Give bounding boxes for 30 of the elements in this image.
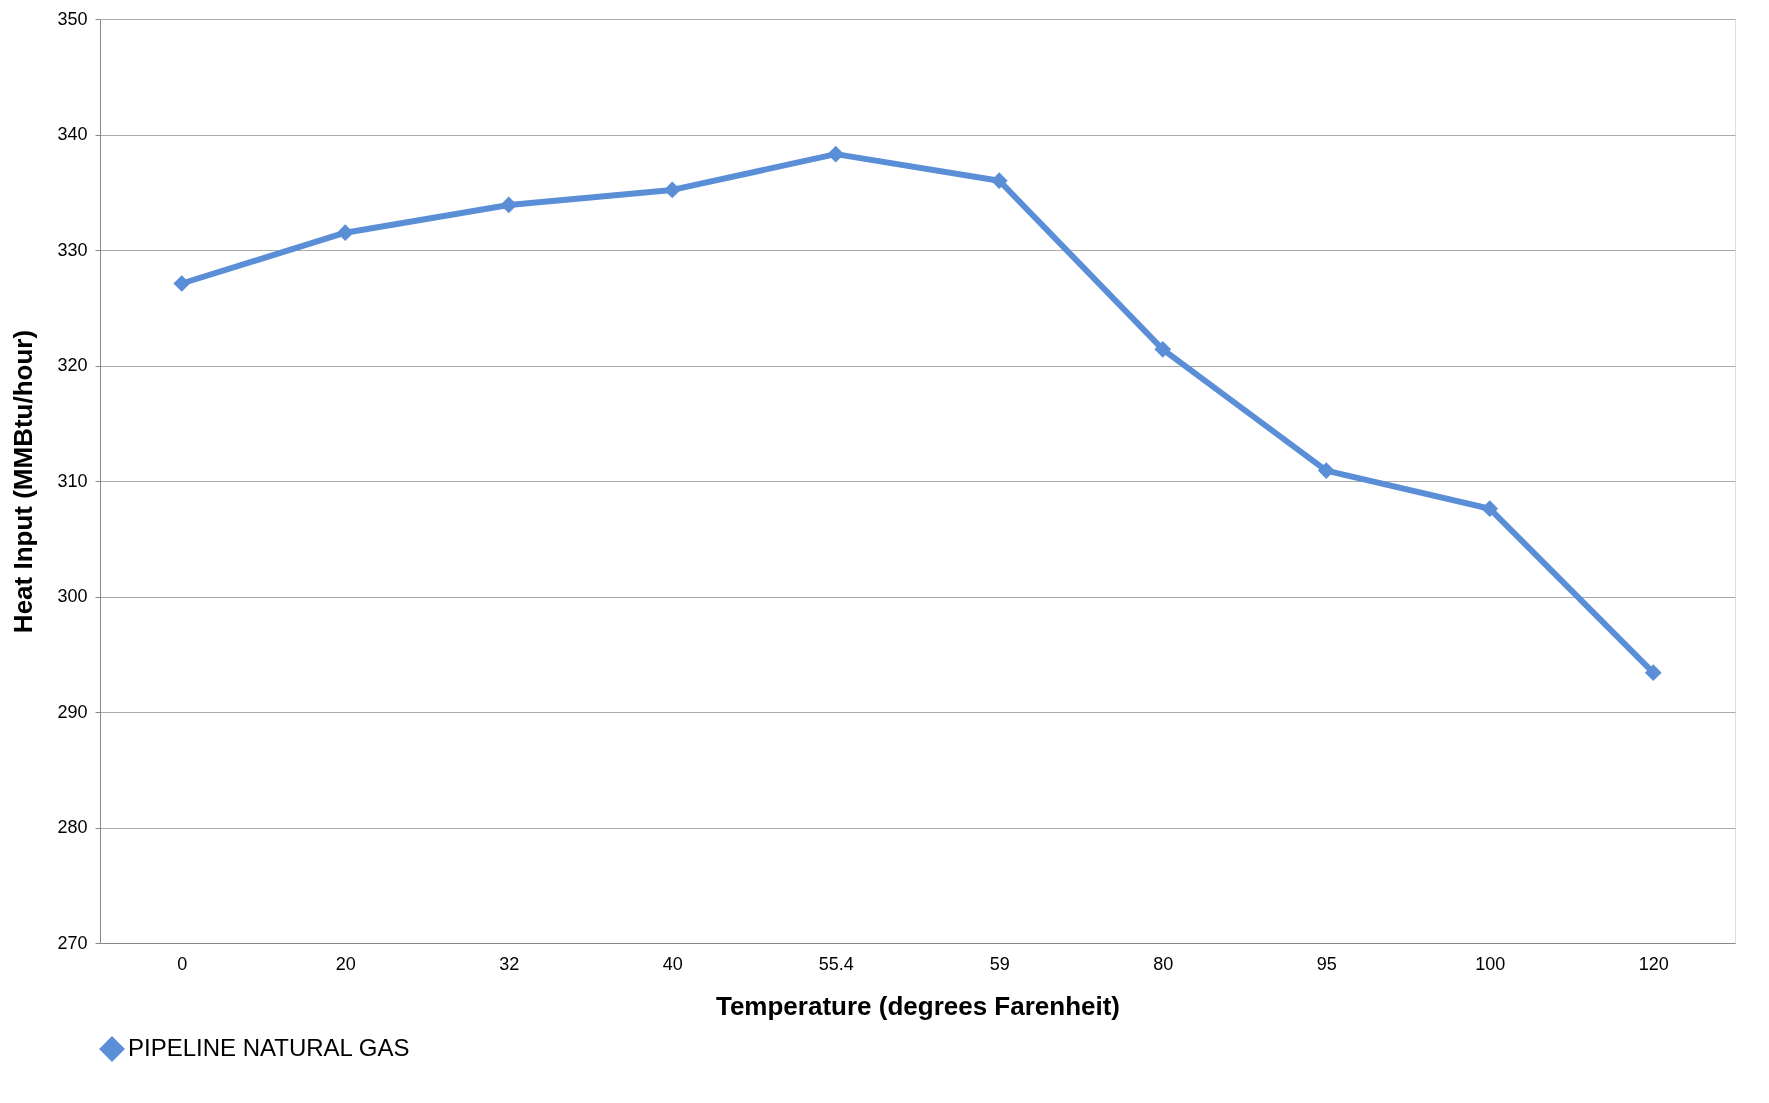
y-tick-label: 270 (57, 932, 88, 953)
x-tick-label: 20 (335, 953, 356, 974)
y-tick-label: 300 (57, 586, 88, 606)
y-tick-label: 330 (57, 239, 88, 260)
point (1481, 500, 1499, 518)
point (990, 172, 1008, 190)
y-tick-label: 280 (57, 817, 88, 837)
x-tick-label: 0 (177, 953, 188, 974)
x-axis-title: Temperature (degrees Farenheit) (715, 990, 1121, 1021)
point (173, 275, 191, 292)
x-tick-label: 55.4 (818, 953, 854, 974)
point (1317, 462, 1335, 479)
x-tick-label: 100 (1475, 953, 1506, 974)
y-tick-label: 350 (57, 8, 88, 29)
x-tick-label: 32 (499, 953, 520, 974)
legend-label: PIPELINE NATURAL GAS (128, 1034, 410, 1061)
point (827, 145, 845, 163)
point (1154, 340, 1172, 358)
x-tick-label: 40 (662, 953, 683, 974)
point (336, 224, 354, 242)
point (1644, 664, 1662, 682)
y-tick-label: 310 (57, 470, 88, 491)
y-axis-title: Heat Input (MMBtu/hour) (8, 329, 39, 634)
y-tick-label: 290 (57, 701, 88, 722)
x-tick-label: 59 (989, 953, 1010, 974)
y-tick-label: 340 (57, 124, 88, 144)
y-tick-label: 320 (57, 355, 88, 375)
x-tick-label: 120 (1638, 953, 1669, 974)
x-tick-label: 95 (1316, 953, 1337, 974)
x-tick-label: 80 (1153, 953, 1174, 974)
